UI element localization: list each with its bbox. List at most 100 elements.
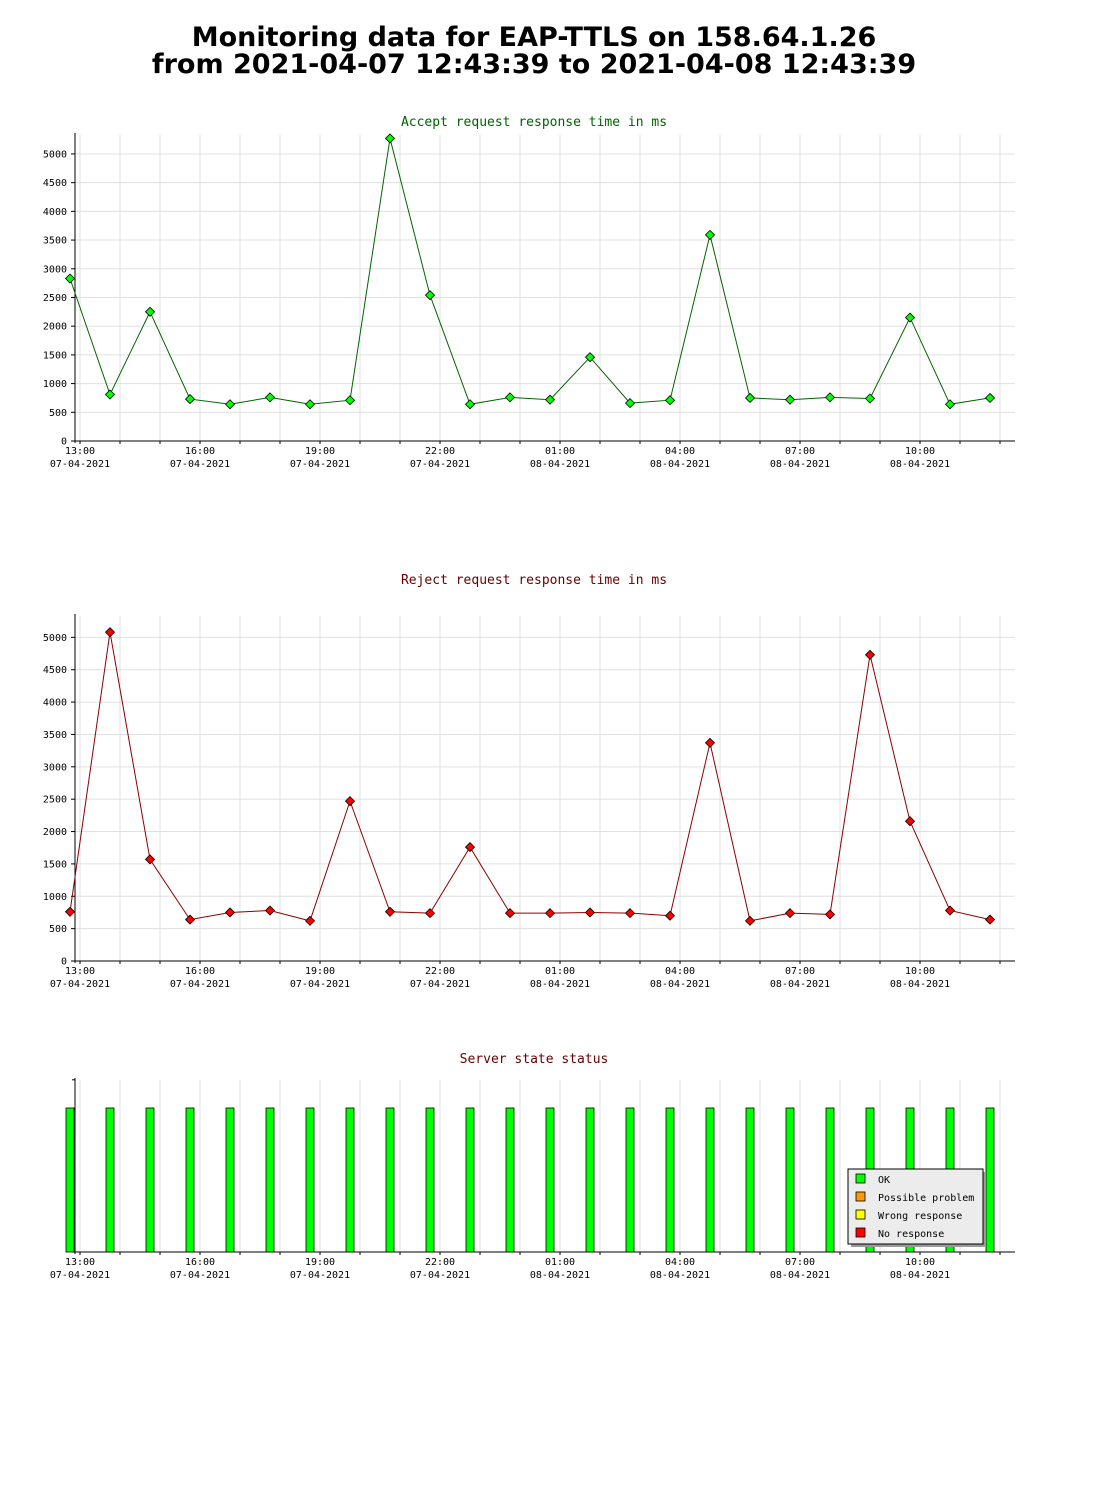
accept-data-point <box>224 399 236 410</box>
accept-y-tick-label: 5000 <box>43 149 67 160</box>
reject-x-tick-time: 04:00 <box>665 966 695 977</box>
accept-data-point <box>144 306 156 317</box>
accept-data-point <box>624 398 636 409</box>
accept-x-tick-date: 08-04-2021 <box>770 459 830 470</box>
reject-y-tick-label: 1500 <box>43 859 67 870</box>
accept-x-tick-date: 08-04-2021 <box>890 459 950 470</box>
legend-box <box>847 1168 984 1245</box>
status-x-tick-date: 07-04-2021 <box>50 1270 110 1281</box>
accept-data-point <box>104 389 116 400</box>
accept-data-point <box>184 394 196 405</box>
legend-label-ok: OK <box>878 1175 890 1186</box>
reject-title: Reject request response time in ms <box>401 573 667 588</box>
accept-data-point <box>784 394 796 405</box>
accept-y-tick-label: 500 <box>49 408 67 419</box>
accept-data-point <box>864 393 876 404</box>
status-bar <box>185 1107 195 1253</box>
status-x-tick-date: 07-04-2021 <box>170 1270 230 1281</box>
legend-swatch-no-response <box>855 1227 866 1238</box>
accept-x-tick-date: 07-04-2021 <box>50 459 110 470</box>
accept-x-tick-date: 08-04-2021 <box>650 459 710 470</box>
status-x-tick-date: 08-04-2021 <box>650 1270 710 1281</box>
status-x-tick-date: 08-04-2021 <box>890 1270 950 1281</box>
accept-data-point <box>544 394 556 405</box>
status-bar <box>385 1107 395 1253</box>
accept-x-tick-time: 10:00 <box>905 446 935 457</box>
reject-plot-area <box>75 616 1015 961</box>
reject-data-point <box>704 737 716 748</box>
accept-data-point <box>984 392 996 404</box>
reject-data-point <box>104 627 116 638</box>
reject-data-point <box>744 915 756 926</box>
reject-data-point <box>504 908 516 919</box>
reject-data-point <box>184 914 196 925</box>
accept-y-tick-label: 4000 <box>43 207 67 218</box>
status-bar <box>345 1107 355 1253</box>
status-bar <box>585 1107 595 1253</box>
legend-label-no-response: No response <box>878 1229 944 1240</box>
reject-data-point <box>424 908 436 919</box>
page-title-line-1: Monitoring data for EAP-TTLS on 158.64.1… <box>191 22 877 53</box>
reject-series-line <box>69 632 991 922</box>
page-title-line-2: from 2021-04-07 12:43:39 to 2021-04-08 1… <box>151 49 917 80</box>
status-x-tick-date: 07-04-2021 <box>410 1270 470 1281</box>
legend-label-wrong-response: Wrong response <box>878 1211 962 1222</box>
status-x-tick-date: 08-04-2021 <box>770 1270 830 1281</box>
accept-y-tick-label: 3000 <box>43 264 67 275</box>
accept-data-point <box>424 290 436 301</box>
accept-x-tick-time: 19:00 <box>305 446 335 457</box>
status-bar <box>145 1107 155 1253</box>
reject-data-point <box>864 649 876 660</box>
status-bar <box>825 1107 835 1253</box>
status-bar <box>65 1107 75 1253</box>
reject-y-tick-label: 5000 <box>43 633 67 644</box>
status-bar <box>225 1107 235 1253</box>
reject-x-tick-time: 13:00 <box>65 966 95 977</box>
reject-x-tick-date: 07-04-2021 <box>290 979 350 990</box>
accept-response-chart: Accept request response time in ms13:000… <box>43 115 1015 470</box>
reject-data-point <box>584 907 596 918</box>
reject-data-point <box>624 908 636 919</box>
accept-y-tick-label: 4500 <box>43 178 67 189</box>
reject-x-tick-date: 08-04-2021 <box>890 979 950 990</box>
status-bar <box>305 1107 315 1253</box>
status-bar <box>465 1107 475 1253</box>
status-bar <box>985 1107 995 1253</box>
accept-data-point <box>584 352 596 363</box>
status-x-tick-time: 13:00 <box>65 1257 95 1268</box>
accept-x-tick-date: 07-04-2021 <box>290 459 350 470</box>
accept-data-point <box>904 312 916 323</box>
status-x-tick-time: 10:00 <box>905 1257 935 1268</box>
server-status-chart: Server state status 13:00 07-04-2021 16:00 0… <box>50 1052 1015 1281</box>
reject-data-point <box>304 915 316 926</box>
reject-data-point <box>264 905 276 916</box>
status-bar <box>625 1107 635 1253</box>
status-title: Server state status <box>460 1052 609 1067</box>
accept-data-point <box>744 392 756 404</box>
reject-x-tick-date: 08-04-2021 <box>530 979 590 990</box>
reject-x-tick-time: 19:00 <box>305 966 335 977</box>
reject-x-tick-time: 16:00 <box>185 966 215 977</box>
reject-y-tick-label: 4500 <box>43 665 67 676</box>
accept-data-point <box>664 395 676 406</box>
reject-data-point <box>984 914 996 925</box>
reject-x-tick-time: 22:00 <box>425 966 455 977</box>
reject-x-tick-date: 07-04-2021 <box>410 979 470 990</box>
accept-data-point <box>944 399 956 410</box>
legend-swatch-wrong-response <box>855 1209 866 1220</box>
accept-x-tick-time: 22:00 <box>425 446 455 457</box>
reject-data-point <box>464 842 476 853</box>
reject-data-point <box>544 908 556 919</box>
legend-swatch-ok <box>855 1173 866 1184</box>
status-bar <box>425 1107 435 1253</box>
status-x-tick-time: 19:00 <box>305 1257 335 1268</box>
accept-data-point <box>344 395 356 406</box>
accept-data-point <box>704 229 716 240</box>
reject-data-point <box>344 796 356 807</box>
status-bar <box>105 1107 115 1253</box>
status-x-tick-time: 07:00 <box>785 1257 815 1268</box>
reject-y-tick-label: 0 <box>61 957 67 968</box>
reject-data-point <box>904 816 916 827</box>
accept-title: Accept request response time in ms <box>401 115 667 130</box>
